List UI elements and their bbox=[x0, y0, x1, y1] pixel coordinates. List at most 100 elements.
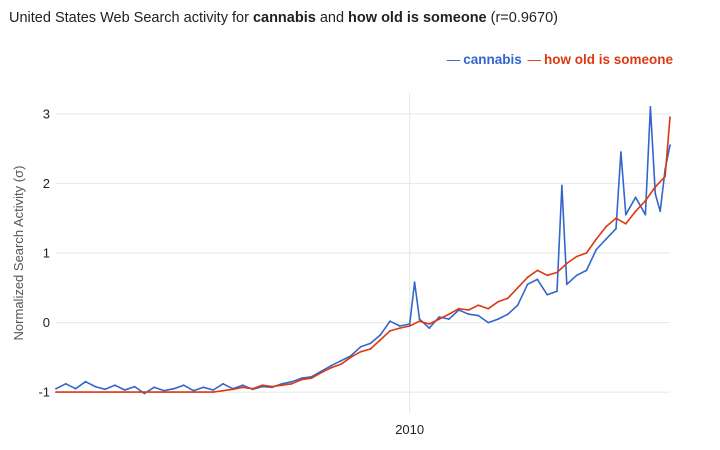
data-point-how-old-is-someone bbox=[507, 297, 509, 300]
data-point-how-old-is-someone bbox=[669, 116, 671, 119]
data-point-cannabis bbox=[507, 313, 509, 316]
data-point-how-old-is-someone bbox=[448, 313, 450, 316]
data-point-cannabis bbox=[290, 380, 293, 383]
data-point-cannabis bbox=[192, 389, 195, 392]
data-point-cannabis bbox=[55, 387, 57, 390]
data-point-cannabis bbox=[369, 342, 372, 345]
data-point-how-old-is-someone bbox=[349, 356, 352, 359]
data-point-how-old-is-someone bbox=[575, 255, 578, 258]
data-point-cannabis bbox=[123, 389, 126, 391]
data-point-cannabis bbox=[644, 213, 647, 216]
data-point-how-old-is-someone bbox=[398, 327, 401, 329]
legend-label-cannabis: cannabis bbox=[463, 52, 522, 67]
legend-label-how-old-is-someone: how old is someone bbox=[543, 52, 673, 67]
data-point-cannabis bbox=[561, 184, 563, 187]
data-point-how-old-is-someone bbox=[546, 274, 549, 277]
data-point-cannabis bbox=[669, 144, 671, 147]
data-point-cannabis bbox=[104, 388, 106, 391]
y-tick-label: -1 bbox=[38, 385, 50, 400]
data-point-how-old-is-someone bbox=[300, 378, 303, 381]
title-prefix: United States Web Search activity for bbox=[9, 10, 253, 26]
title-term-1: cannabis bbox=[252, 10, 316, 26]
x-tick-label: 2010 bbox=[395, 422, 424, 437]
data-point-cannabis bbox=[222, 382, 224, 385]
data-point-cannabis bbox=[379, 334, 382, 336]
data-point-how-old-is-someone bbox=[605, 225, 607, 228]
data-point-cannabis bbox=[398, 325, 401, 327]
data-point-how-old-is-someone bbox=[241, 386, 244, 389]
y-tick-label: 1 bbox=[43, 246, 50, 261]
data-point-cannabis bbox=[605, 238, 607, 241]
data-point-how-old-is-someone bbox=[320, 371, 323, 374]
data-point-cannabis bbox=[359, 346, 362, 348]
data-point-cannabis bbox=[448, 318, 450, 320]
data-point-cannabis bbox=[536, 278, 539, 281]
data-point-how-old-is-someone bbox=[281, 384, 283, 387]
data-point-how-old-is-someone bbox=[379, 339, 382, 341]
data-point-cannabis bbox=[477, 314, 480, 317]
data-point-cannabis bbox=[84, 380, 87, 383]
series-line-how-old-is-someone bbox=[56, 117, 671, 393]
data-point-cannabis bbox=[418, 318, 421, 320]
data-point-how-old-is-someone bbox=[664, 175, 666, 178]
data-point-cannabis bbox=[585, 269, 588, 272]
data-point-cannabis bbox=[153, 386, 156, 389]
data-point-cannabis bbox=[516, 304, 519, 307]
data-point-how-old-is-someone bbox=[536, 269, 539, 272]
data-point-how-old-is-someone bbox=[615, 217, 617, 220]
y-axis-label: Normalized Search Activity (σ) bbox=[11, 166, 26, 341]
data-point-cannabis bbox=[467, 313, 470, 316]
data-point-cannabis bbox=[133, 385, 136, 388]
data-point-how-old-is-someone bbox=[565, 262, 568, 265]
y-tick-label: 0 bbox=[43, 315, 50, 330]
data-point-cannabis bbox=[615, 227, 617, 230]
data-point-how-old-is-someone bbox=[624, 222, 627, 225]
data-point-cannabis bbox=[438, 316, 440, 318]
data-point-how-old-is-someone bbox=[290, 382, 293, 385]
data-point-how-old-is-someone bbox=[231, 388, 234, 391]
data-point-how-old-is-someone bbox=[477, 304, 480, 307]
data-point-cannabis bbox=[497, 318, 499, 320]
data-point-cannabis bbox=[143, 392, 146, 395]
data-point-cannabis bbox=[340, 359, 342, 362]
data-point-cannabis bbox=[94, 385, 97, 388]
chart-legend: — cannabis — how old is someone bbox=[445, 52, 673, 67]
data-point-how-old-is-someone bbox=[310, 377, 313, 380]
data-point-cannabis bbox=[182, 384, 185, 387]
data-point-how-old-is-someone bbox=[585, 252, 588, 254]
data-point-cannabis bbox=[624, 213, 627, 216]
legend-item-how-old-is-someone[interactable]: — how old is someone bbox=[527, 52, 673, 67]
data-point-how-old-is-someone bbox=[340, 363, 342, 366]
data-point-cannabis bbox=[74, 387, 77, 390]
data-point-how-old-is-someone bbox=[212, 391, 215, 393]
data-point-cannabis bbox=[649, 106, 652, 108]
data-point-how-old-is-someone bbox=[516, 286, 519, 289]
data-point-cannabis bbox=[526, 283, 529, 286]
title-conjunction: and bbox=[315, 10, 349, 26]
data-point-cannabis bbox=[546, 293, 549, 296]
data-point-cannabis bbox=[64, 382, 67, 385]
data-point-how-old-is-someone bbox=[389, 330, 391, 332]
data-point-cannabis bbox=[202, 386, 205, 389]
data-point-cannabis bbox=[659, 210, 662, 213]
data-point-how-old-is-someone bbox=[261, 384, 264, 387]
data-point-how-old-is-someone bbox=[556, 271, 558, 274]
legend-item-cannabis[interactable]: — cannabis bbox=[447, 52, 522, 67]
data-point-cannabis bbox=[487, 321, 490, 324]
data-point-cannabis bbox=[300, 377, 303, 380]
data-point-cannabis bbox=[575, 274, 578, 277]
data-point-how-old-is-someone bbox=[634, 210, 637, 213]
data-point-how-old-is-someone bbox=[595, 238, 598, 241]
data-point-cannabis bbox=[565, 283, 568, 286]
data-point-how-old-is-someone bbox=[271, 385, 273, 388]
data-point-how-old-is-someone bbox=[114, 391, 116, 393]
data-point-cannabis bbox=[114, 384, 116, 387]
data-point-cannabis bbox=[556, 290, 558, 293]
data-point-how-old-is-someone bbox=[644, 199, 647, 202]
data-point-how-old-is-someone bbox=[251, 387, 254, 390]
data-point-how-old-is-someone bbox=[418, 320, 421, 323]
data-point-how-old-is-someone bbox=[457, 307, 460, 310]
data-point-how-old-is-someone bbox=[438, 318, 440, 320]
data-point-how-old-is-someone bbox=[222, 389, 224, 392]
